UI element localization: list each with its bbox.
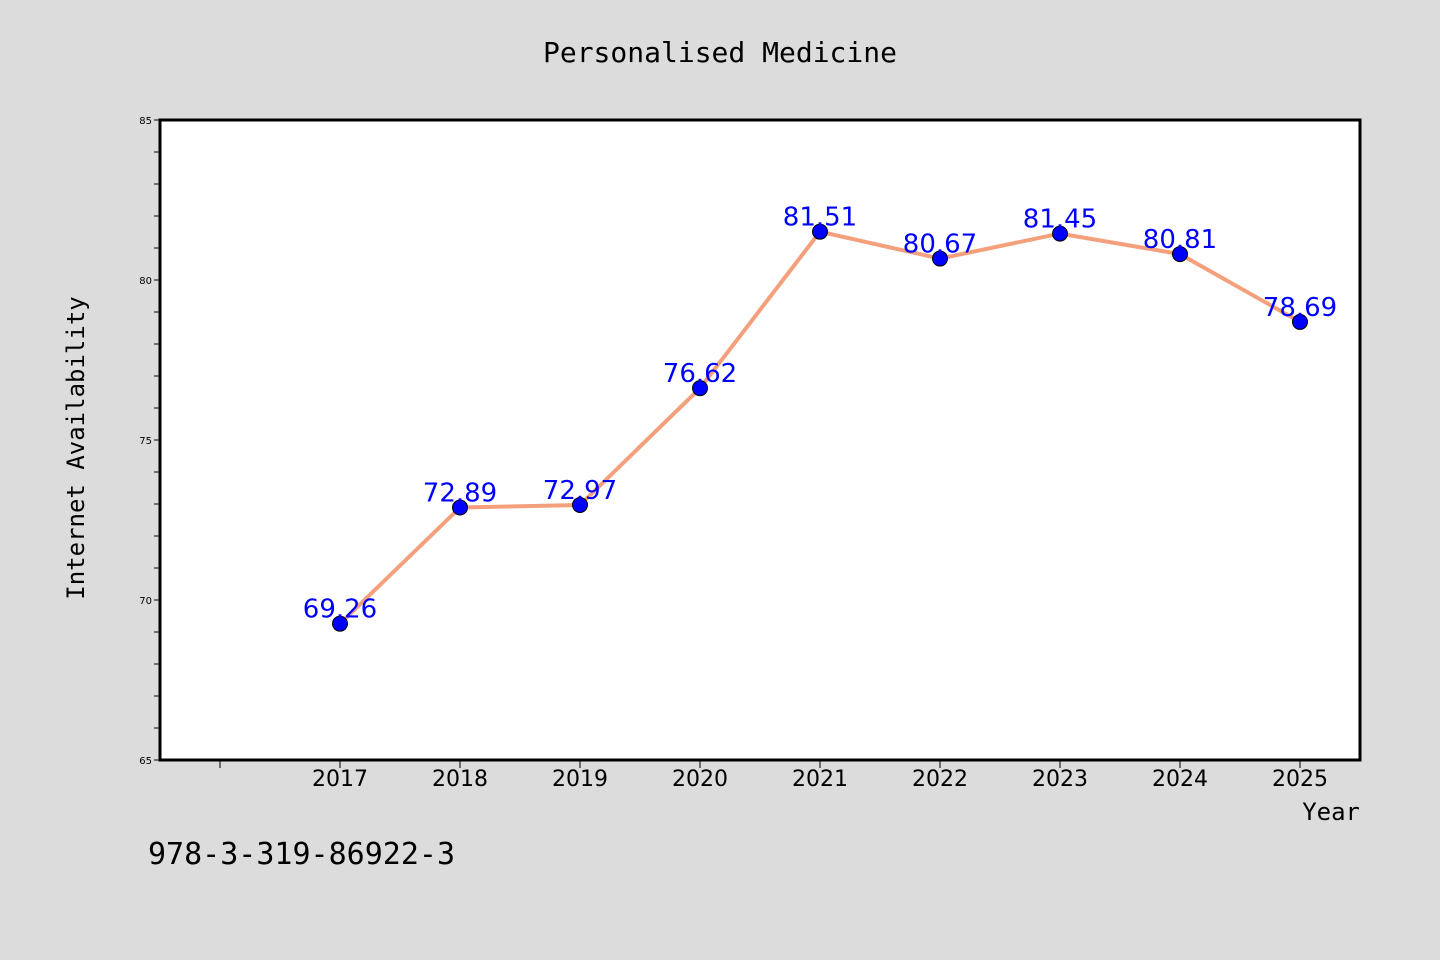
data-point-marker xyxy=(452,499,468,516)
x-tick-label: 2021 xyxy=(792,767,848,792)
y-tick-label: 75 xyxy=(139,436,152,447)
x-tick-label: 2022 xyxy=(912,767,968,792)
data-point-marker xyxy=(932,250,948,267)
x-tick-label: 2017 xyxy=(312,767,368,792)
data-point-marker xyxy=(1172,246,1188,263)
plot-frame xyxy=(158,118,1362,762)
y-tick-label: 85 xyxy=(139,116,152,127)
data-point-label: 76.62 xyxy=(663,359,737,389)
x-tick-label: 2020 xyxy=(672,767,728,792)
y-tick-label: 65 xyxy=(139,756,152,767)
data-labels: 69.26 72.89 72.97 76.62 81.51 80.67 81.45 80.81… xyxy=(303,203,1337,625)
data-point-label: 81.45 xyxy=(1023,205,1097,235)
data-point-label: 81.51 xyxy=(783,203,857,233)
x-axis-label: Year xyxy=(1302,798,1360,826)
x-axis-ticks: 2017 2018 2019 2020 2021 2022 2023 2024 2025 xyxy=(219,760,1328,792)
x-tick-label: 2023 xyxy=(1032,767,1088,792)
data-point-marker xyxy=(692,380,708,397)
data-point-marker xyxy=(812,223,828,240)
data-point-label: 78.69 xyxy=(1263,293,1337,323)
data-point-label: 72.97 xyxy=(543,476,617,506)
x-tick-label: 2018 xyxy=(432,767,488,792)
data-point-marker xyxy=(1052,225,1068,242)
data-point-label: 80.67 xyxy=(903,230,977,260)
data-point-marker xyxy=(572,496,588,513)
isbn-footnote: 978-3-319-86922-3 xyxy=(148,837,455,872)
data-point-marker xyxy=(332,615,348,632)
x-tick-label: 2019 xyxy=(552,767,608,792)
data-point-marker xyxy=(1292,313,1308,330)
x-tick-label: 2024 xyxy=(1152,767,1208,792)
plot-area xyxy=(160,120,1360,760)
y-axis-label: Internet Availability xyxy=(62,296,90,599)
y-tick-label: 70 xyxy=(139,596,152,607)
x-tick-label: 2025 xyxy=(1272,767,1328,792)
data-point-label: 69.26 xyxy=(303,595,377,625)
chart-title: Personalised Medicine xyxy=(543,36,897,69)
data-point-label: 72.89 xyxy=(423,479,497,509)
y-tick-label: 80 xyxy=(139,276,152,287)
data-point-label: 80.81 xyxy=(1143,225,1217,255)
series-markers xyxy=(332,223,1308,632)
